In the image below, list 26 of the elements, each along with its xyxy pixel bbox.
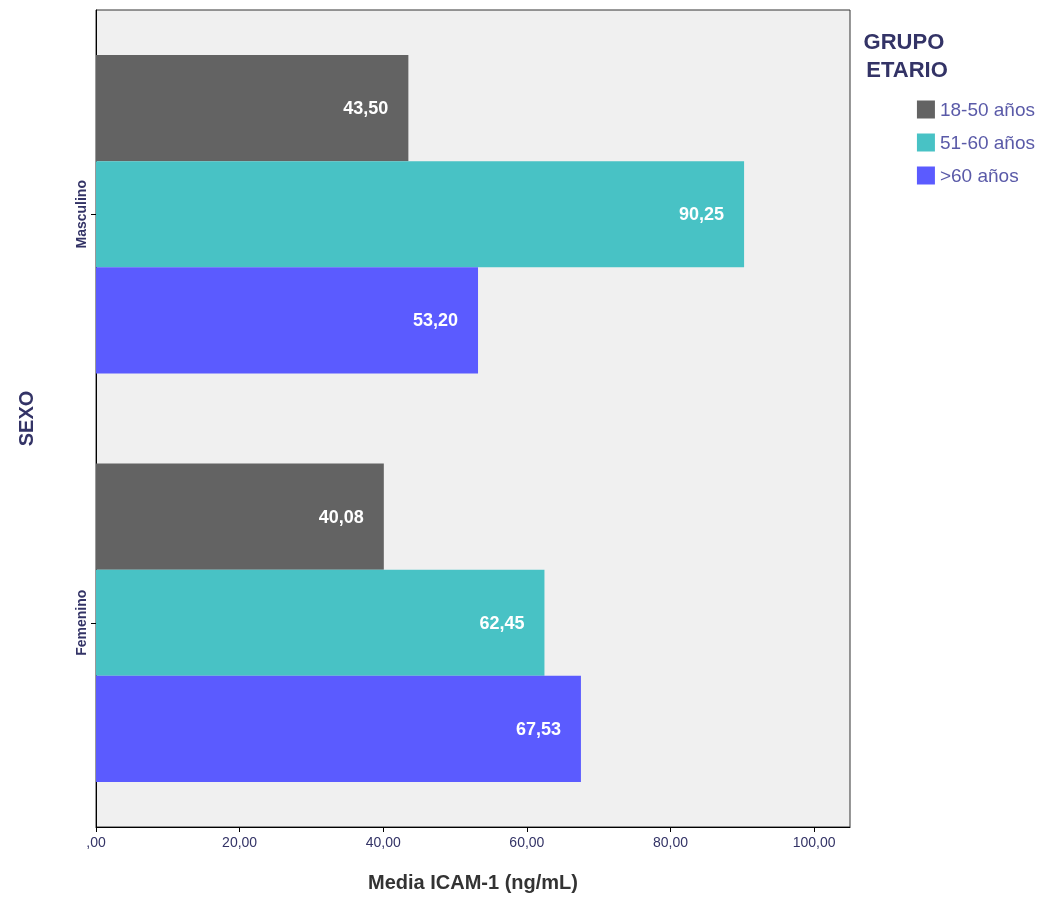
bar (96, 675, 581, 783)
x-axis-title: Media ICAM-1 (ng/mL) (368, 871, 578, 893)
bar (96, 569, 545, 676)
data-label: 43,50 (343, 98, 389, 119)
bar (96, 161, 745, 268)
y-tick-label: Masculino (73, 180, 89, 249)
y-axis-title: SEXO (15, 390, 37, 447)
bar (96, 267, 479, 374)
data-label: 67,53 (515, 718, 561, 739)
legend-title: GRUPO ETARIO (863, 28, 951, 82)
y-tick-label: Femenino (73, 589, 89, 656)
x-tick-label: 20,00 (222, 834, 258, 850)
x-tick-label: 60,00 (509, 834, 545, 850)
data-label: 62,45 (479, 612, 525, 633)
data-label: 90,25 (679, 204, 725, 225)
data-label: 40,08 (318, 506, 364, 527)
legend-label: 51-60 años (939, 132, 1035, 153)
bar (96, 54, 409, 162)
bar (96, 463, 384, 570)
legend-label: >60 años (939, 165, 1019, 186)
x-tick-label: 80,00 (652, 834, 689, 850)
x-tick-label: 100,00 (792, 834, 836, 850)
data-label: 53,20 (412, 310, 459, 331)
legend-label: 18-50 años (939, 99, 1035, 120)
x-tick-label: 40,00 (365, 834, 401, 850)
x-tick-label: ,00 (86, 834, 106, 850)
